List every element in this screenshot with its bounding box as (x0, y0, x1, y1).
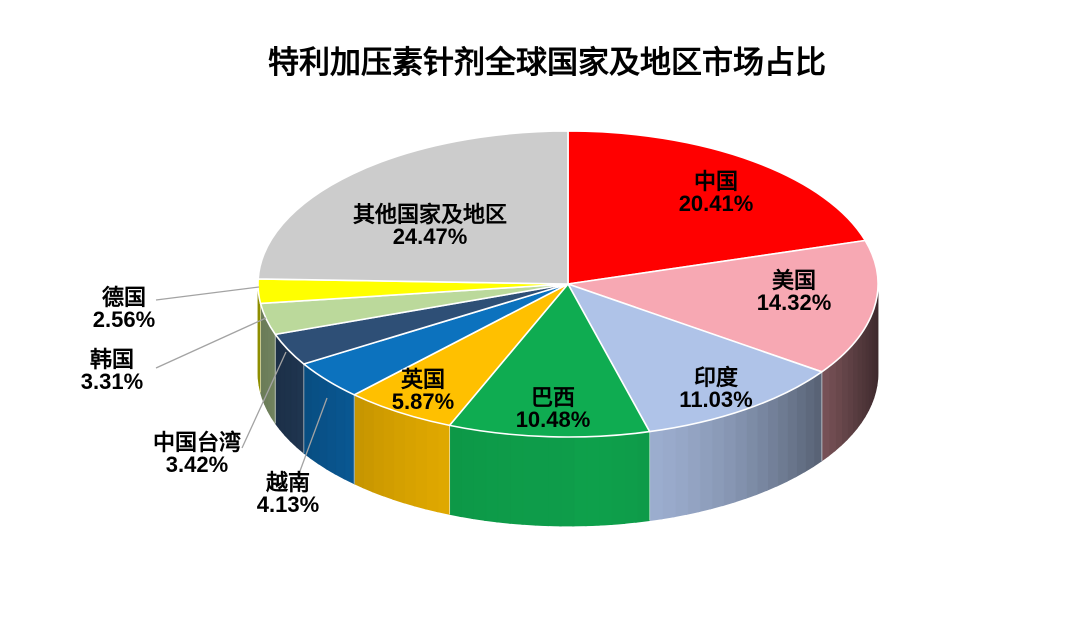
pie-slice-2-side (733, 408, 747, 503)
pie-top-surfaces (257, 130, 879, 438)
pie-slice-4-side (424, 419, 439, 513)
slice-name-label-5: 越南 (265, 470, 310, 495)
pie-slice-4-side (436, 422, 450, 515)
pie-slice-3-side (471, 429, 487, 521)
pie-slice-2-side (685, 421, 701, 515)
leader-line-7 (155, 317, 267, 369)
pie-slice-3-side (635, 431, 651, 523)
pie-slice-3-side (622, 432, 638, 524)
leader-line-8 (155, 286, 260, 301)
pie-slice-4-side (381, 405, 395, 501)
slice-name-label-7: 韩国 (90, 347, 134, 372)
pie-slice-6-side (274, 333, 281, 431)
pie-slice-2-side (660, 427, 676, 520)
slice-percent-label-7: 3.31% (81, 369, 143, 394)
slice-percent-label-3: 10.48% (516, 407, 591, 432)
pie-slice-9-top (257, 130, 569, 285)
slice-name-label-8: 德国 (102, 285, 146, 310)
slice-name-label-2: 印度 (694, 365, 739, 390)
slice-name-label-0: 中国 (694, 169, 738, 194)
pie-slice-4-side (371, 401, 384, 497)
pie-slice-4-side (402, 412, 416, 507)
pie-slice-3-side (559, 436, 575, 527)
slice-percent-label-1: 14.32% (757, 290, 832, 315)
pie-slice-2-side (776, 391, 788, 487)
pie-wall-separators (260, 303, 823, 521)
pie-slice-3-side (597, 435, 613, 526)
pie-slice-3-side (584, 435, 600, 527)
pie-slice-4-side (391, 409, 405, 504)
slice-name-label-6: 中国台湾 (153, 430, 241, 455)
leader-line-5 (299, 397, 328, 472)
pie-slice-2-top (567, 283, 823, 433)
pie-slice-3-side (508, 433, 524, 525)
slice-name-label-3: 巴西 (531, 385, 575, 410)
pie-slice-2-side (721, 412, 736, 507)
pie-slice-2-side (710, 415, 725, 510)
pie-slice-5-side (317, 373, 328, 470)
pie-slice-3-side (483, 430, 499, 523)
pie-slice-1-top (567, 239, 879, 373)
slice-percent-label-8: 2.56% (93, 307, 155, 332)
pie-slice-4-side (353, 394, 365, 489)
pie-slice-0-top (567, 130, 866, 285)
pie-slice-5-side (325, 378, 337, 475)
slice-name-label-9: 其他国家及地区 (353, 202, 507, 227)
pie-slice-3-side (572, 436, 588, 527)
pie-slice-2-side (755, 400, 769, 496)
pie-slice-4-side (413, 416, 427, 510)
pie-slice-4-side (361, 397, 374, 493)
pie-slice-3-side (449, 424, 462, 518)
pie-slice-3-side (496, 432, 511, 524)
slice-percent-label-4: 5.87% (392, 389, 454, 414)
pie-slice-2-side (649, 429, 663, 522)
slice-percent-label-9: 24.47% (393, 224, 468, 249)
slice-name-label-4: 英国 (401, 367, 445, 392)
pie-slice-3-side (546, 436, 562, 527)
slice-percent-label-5: 4.13% (257, 492, 319, 517)
pie-slice-3-side (459, 426, 474, 520)
pie-slice-2-side (785, 386, 798, 483)
pie-slice-1-side (821, 365, 830, 462)
pie-leader-lines (155, 286, 328, 472)
pie-slice-3-side (521, 434, 537, 526)
leader-line-6 (241, 351, 287, 449)
pie-slice-2-side (698, 418, 713, 513)
slice-percent-label-2: 11.03% (679, 387, 752, 412)
chart-title: 特利加压素针剂全球国家及地区市场占比 (268, 45, 826, 80)
pie-slice-2-side (673, 424, 689, 518)
pie-slice-5-side (334, 383, 346, 480)
pie-slice-2-side (744, 404, 758, 500)
pie-slice-5-side (343, 388, 355, 485)
slice-name-label-1: 美国 (772, 268, 816, 293)
pie-slice-2-side (765, 396, 779, 492)
pie-slice-3-top (448, 283, 651, 438)
slice-percent-label-0: 20.41% (679, 191, 754, 216)
slice-percent-label-6: 3.42% (166, 452, 228, 477)
pie-slice-3-side (533, 435, 549, 527)
pie-slice-3-side (610, 433, 626, 525)
